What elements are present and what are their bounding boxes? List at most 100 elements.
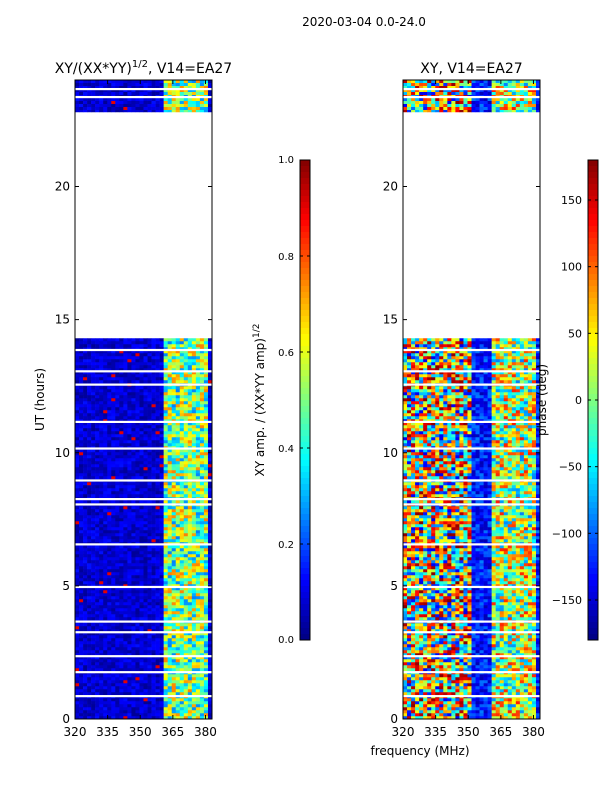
heatmap-cell [103,599,108,603]
heatmap-cell [159,392,164,396]
heatmap-cell [431,341,436,345]
heatmap-cell [155,683,160,687]
heatmap-cell [155,602,160,606]
heatmap-cell [99,356,104,360]
heatmap-cell [179,668,185,672]
heatmap-cell [103,626,108,630]
heatmap-cell [107,431,112,435]
heatmap-cell [79,614,84,618]
heatmap-cell [147,455,152,459]
heatmap-cell [195,605,201,609]
heatmap-cell [95,395,100,399]
heatmap-cell [151,449,156,453]
heatmap-cell [183,647,189,651]
heatmap-cell [139,554,144,558]
heatmap-cell [111,458,116,462]
heatmap-cell [471,341,476,345]
heatmap-cell [191,500,197,504]
heatmap-cell [99,338,104,342]
heatmap-cell [171,563,177,567]
heatmap-cell [131,668,136,672]
heatmap-cell [139,485,144,489]
heatmap-cell [99,545,104,549]
heatmap-cell [199,545,205,549]
heatmap-cell [123,392,128,396]
heatmap-cell [151,92,156,96]
heatmap-cell [199,467,205,471]
heatmap-cell [139,608,144,612]
heatmap-cell [119,665,124,669]
heatmap-cell [151,401,156,405]
heatmap-cell [151,626,156,630]
heatmap-cell [103,548,108,552]
heatmap-cell [95,410,100,414]
heatmap-cell [419,353,424,357]
heatmap-cell [191,629,197,633]
heatmap-cell [199,575,205,579]
heatmap-cell [91,461,96,465]
heatmap-cell [111,560,116,564]
heatmap-cell [127,632,132,636]
heatmap-cell [115,338,120,342]
heatmap-cell [75,632,80,636]
heatmap-cell [499,338,505,342]
heatmap-cell [135,656,140,660]
heatmap-cell [195,518,201,522]
heatmap-cell [159,668,164,672]
heatmap-cell [171,653,177,657]
heatmap-cell [119,638,124,642]
heatmap-cell [127,656,132,660]
heatmap-cell [127,416,132,420]
heatmap-cell [147,80,152,84]
heatmap-cell [179,89,185,93]
heatmap-cell [127,392,132,396]
heatmap-cell [107,677,112,681]
heatmap-cell [131,398,136,402]
heatmap-cell [167,557,173,561]
heatmap-cell [199,653,205,657]
heatmap-cell [195,401,201,405]
heatmap-cell [531,344,537,348]
heatmap-cell [187,416,193,420]
heatmap-cell [171,710,177,714]
heatmap-cell [147,539,152,543]
heatmap-cell [147,653,152,657]
heatmap-cell [91,632,96,636]
heatmap-cell [115,455,120,459]
heatmap-cell [143,437,148,441]
heatmap-cell [155,608,160,612]
heatmap-cell [535,356,541,360]
heatmap-cell [151,668,156,672]
heatmap-cell [531,350,537,354]
heatmap-cell [191,476,197,480]
heatmap-cell [111,476,116,480]
heatmap-cell [107,341,112,345]
heatmap-cell [167,440,173,444]
heatmap-cell [87,428,92,432]
heatmap-cell [107,374,112,378]
heatmap-cell [195,563,201,567]
heatmap-cell [207,665,213,669]
heatmap-cell [207,716,213,720]
heatmap-cell [155,422,160,426]
heatmap-cell [115,533,120,537]
heatmap-cell [99,668,104,672]
heatmap-cell [167,575,173,579]
heatmap-cell [119,401,124,405]
heatmap-cell [195,707,201,711]
heatmap-cell [151,575,156,579]
heatmap-cell [203,473,209,477]
heatmap-cell [163,548,168,552]
heatmap-cell [91,608,96,612]
heatmap-cell [191,596,197,600]
heatmap-cell [87,365,92,369]
heatmap-cell [195,509,201,513]
heatmap-cell [171,344,177,348]
heatmap-cell [143,92,148,96]
heatmap-cell [179,683,185,687]
heatmap-cell [151,551,156,555]
heatmap-cell [195,422,201,426]
heatmap-cell [143,107,148,111]
heatmap-cell [79,107,84,111]
heatmap-cell [83,470,88,474]
